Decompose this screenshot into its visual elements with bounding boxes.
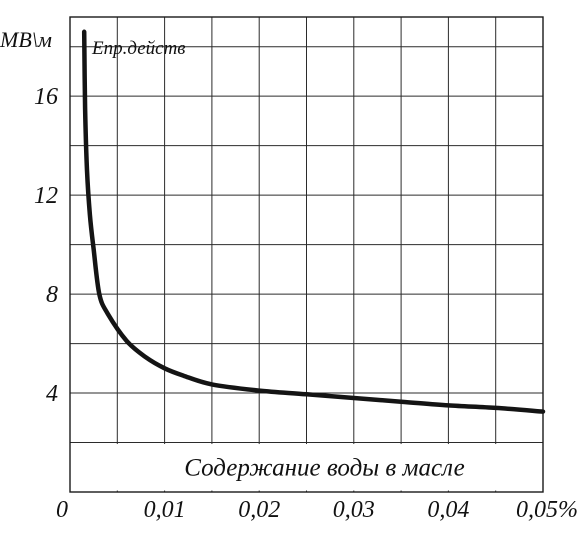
x-tick-label: 0,03	[333, 497, 375, 523]
grid	[69, 16, 544, 493]
y-tick-label: 8	[46, 282, 58, 308]
x-tick-label: 0,05%	[516, 497, 578, 523]
x-tick-label: 0	[56, 497, 68, 523]
x-tick-label: 0,02	[238, 497, 280, 523]
series	[81, 29, 546, 414]
x-tick-label: 0,01	[144, 497, 186, 523]
x-axis-label: Содержание воды в масле	[184, 454, 464, 481]
y-axis-label: МВ\м	[0, 27, 52, 52]
x-axis-label-background	[71, 444, 542, 491]
tick-labels: 0 0,01 0,02 0,03 0,04 0,05% 4 8 12 16	[34, 84, 578, 523]
x-tick-label: 0,04	[427, 497, 469, 523]
series-label: Eпр.действ	[91, 38, 186, 59]
y-tick-label: 12	[34, 183, 58, 209]
series-line	[81, 29, 546, 414]
y-tick-label: 4	[46, 381, 58, 407]
plot-frame	[69, 16, 544, 493]
y-tick-label: 16	[34, 84, 58, 110]
